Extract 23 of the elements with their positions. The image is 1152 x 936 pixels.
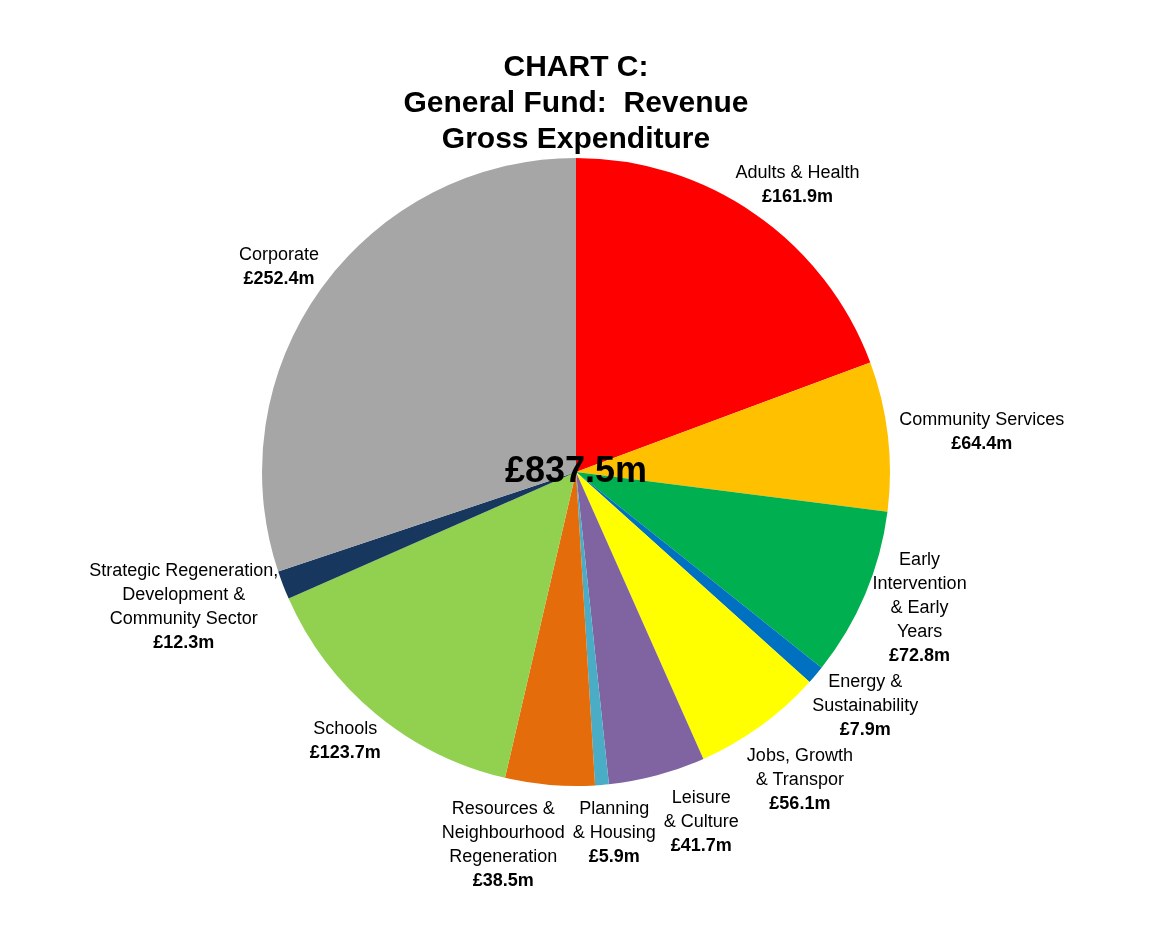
data-label: £161.9m [761, 185, 833, 206]
slice-label: Community Services [899, 408, 1065, 429]
data-label: £41.7m [670, 834, 732, 855]
slice-label: Resources & Neighbourhood Regeneration [441, 797, 565, 866]
data-label: £123.7m [309, 742, 381, 763]
data-label: £252.4m [243, 268, 315, 289]
data-label: £72.8m [889, 644, 951, 665]
slice-label: Energy & Sustainability [812, 670, 919, 715]
slice-label: Planning & Housing [572, 797, 656, 842]
data-label: £38.5m [472, 869, 534, 890]
data-label: £56.1m [769, 792, 831, 813]
slice-label: Jobs, Growth & Transpor [746, 744, 853, 789]
slice-label: Corporate [238, 244, 320, 265]
slice-label: Adults & Health [735, 161, 860, 182]
data-label: £64.4m [951, 432, 1013, 453]
slice-label: Schools [313, 718, 378, 739]
chart-title: CHART C: General Fund: Revenue Gross Expenditure [403, 49, 749, 155]
slice-label: Leisure & Culture [663, 786, 739, 831]
data-label: £5.9m [588, 845, 640, 866]
data-label: £12.3m [153, 631, 215, 652]
slice-label: Strategic Regeneration, Development & Community Sector [89, 559, 279, 628]
slice-label: Early Intervention & Early Years [872, 548, 967, 641]
data-label: £7.9m [839, 718, 891, 739]
